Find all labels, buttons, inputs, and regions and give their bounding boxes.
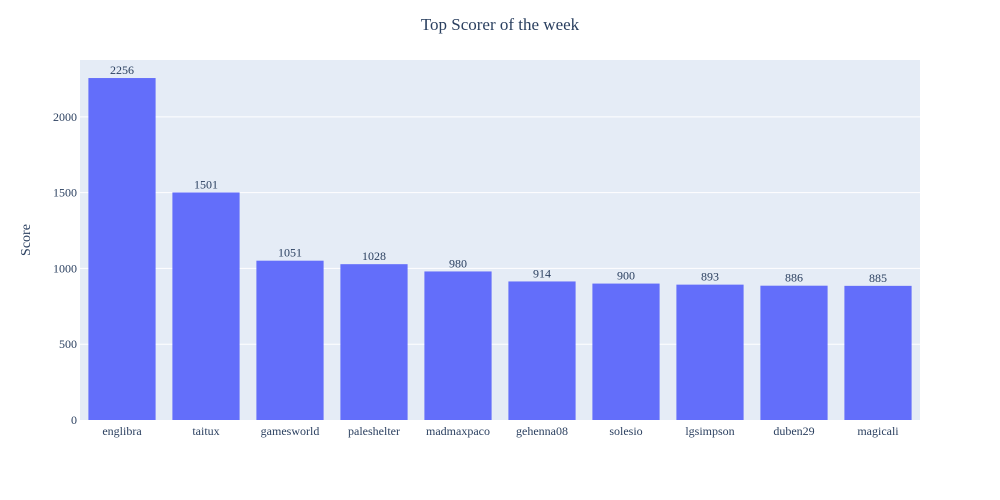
bar-value-label-taitux: 1501 <box>194 177 218 191</box>
bar-value-label-solesio: 900 <box>617 269 635 283</box>
y-axis-title: Score <box>19 224 34 256</box>
bars <box>88 78 912 420</box>
y-tick-label: 1500 <box>53 186 77 200</box>
bar-solesio <box>592 283 660 420</box>
x-tick-label-paleshelter: paleshelter <box>348 424 400 438</box>
y-tick-label: 0 <box>71 413 77 427</box>
y-tick-label: 2000 <box>53 110 77 124</box>
bar-taitux <box>172 192 240 420</box>
x-tick-label-solesio: solesio <box>609 424 642 438</box>
x-tick-label-lgsimpson: lgsimpson <box>685 424 734 438</box>
bar-value-label-madmaxpaco: 980 <box>449 256 467 270</box>
bar-value-label-magicali: 885 <box>869 271 887 285</box>
bar-madmaxpaco <box>424 271 492 420</box>
bar-lgsimpson <box>676 284 744 420</box>
x-axis-ticks: englibra taitux gamesworld paleshelter madma… <box>102 424 899 438</box>
x-tick-label-englibra: englibra <box>102 424 142 438</box>
bar-value-label-gamesworld: 1051 <box>278 246 302 260</box>
x-tick-label-magicali: magicali <box>857 424 899 438</box>
bar-englibra <box>88 78 156 420</box>
bar-value-label-englibra: 2256 <box>110 63 134 77</box>
bar-value-label-paleshelter: 1028 <box>362 249 386 263</box>
bar-paleshelter <box>340 264 408 420</box>
x-tick-label-gamesworld: gamesworld <box>261 424 320 438</box>
bar-gehenna08 <box>508 281 576 420</box>
chart-title: Top Scorer of the week <box>421 15 580 34</box>
bar-value-label-lgsimpson: 893 <box>701 270 719 284</box>
x-tick-label-gehenna08: gehenna08 <box>516 424 568 438</box>
y-tick-label: 500 <box>59 337 77 351</box>
bar-value-labels: 2256 1501 1051 1028 980 914 900 893 886 885 <box>110 63 887 285</box>
bar-value-label-duben29: 886 <box>785 271 803 285</box>
x-tick-label-taitux: taitux <box>192 424 219 438</box>
x-tick-label-madmaxpaco: madmaxpaco <box>426 424 490 438</box>
x-tick-label-duben29: duben29 <box>773 424 814 438</box>
y-axis-ticks: 0 500 1000 1500 2000 <box>53 110 77 427</box>
bar-duben29 <box>760 285 828 420</box>
bar-value-label-gehenna08: 914 <box>533 266 551 280</box>
bar-magicali <box>844 285 912 420</box>
bar-gamesworld <box>256 260 324 420</box>
y-tick-label: 1000 <box>53 261 77 275</box>
